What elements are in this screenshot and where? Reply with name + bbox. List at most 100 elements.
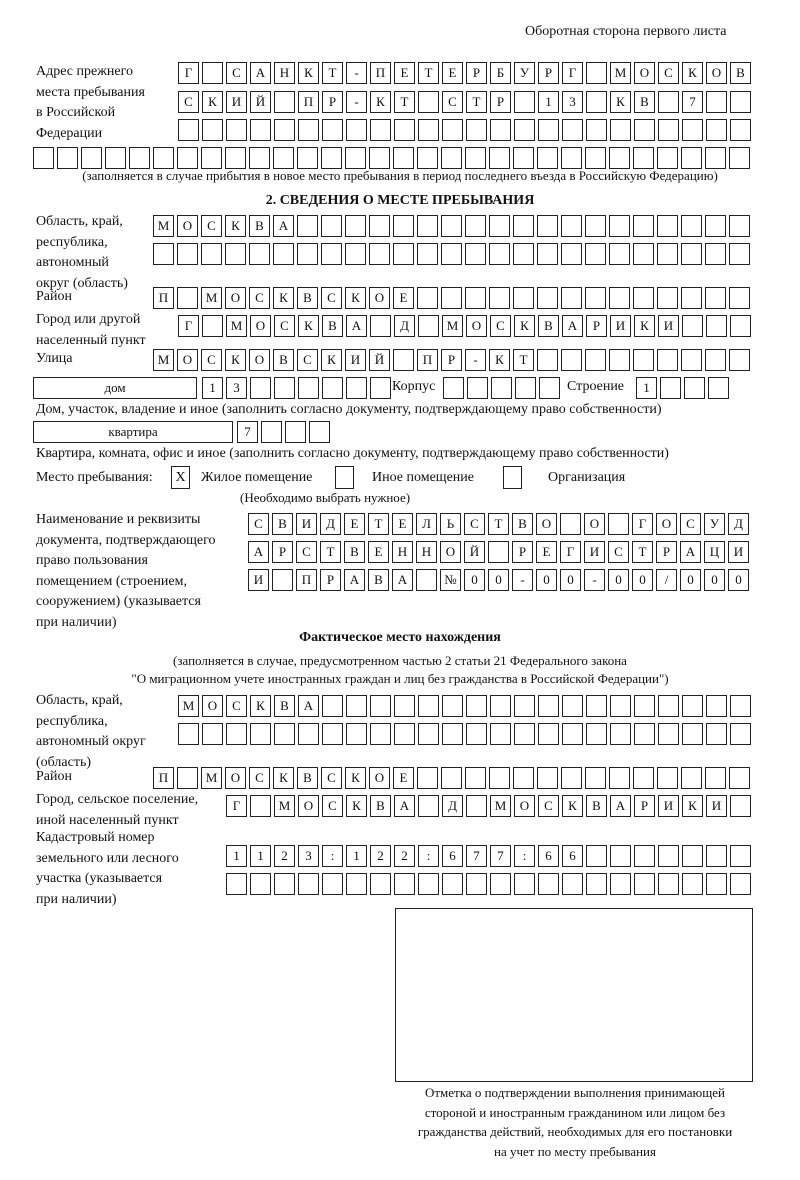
char-cell[interactable]: -: [465, 349, 486, 371]
char-cell[interactable]: А: [250, 62, 271, 84]
char-cell[interactable]: Р: [586, 315, 607, 337]
residential-checkbox[interactable]: X: [171, 466, 190, 489]
char-cell[interactable]: [394, 119, 415, 141]
char-cell[interactable]: [515, 377, 536, 399]
char-cell[interactable]: [537, 243, 558, 265]
char-cell[interactable]: [488, 541, 509, 563]
char-cell[interactable]: И: [728, 541, 749, 563]
char-cell[interactable]: И: [658, 795, 679, 817]
char-cell[interactable]: [465, 215, 486, 237]
char-cell[interactable]: [466, 873, 487, 895]
char-cell[interactable]: К: [682, 62, 703, 84]
char-cell[interactable]: С: [490, 315, 511, 337]
char-cell[interactable]: С: [322, 795, 343, 817]
char-cell[interactable]: [730, 119, 751, 141]
char-cell[interactable]: О: [250, 315, 271, 337]
char-cell[interactable]: [274, 723, 295, 745]
char-cell[interactable]: У: [514, 62, 535, 84]
char-cell[interactable]: [657, 215, 678, 237]
char-cell[interactable]: [442, 723, 463, 745]
char-cell[interactable]: В: [274, 695, 295, 717]
char-cell[interactable]: О: [369, 287, 390, 309]
char-cell[interactable]: С: [538, 795, 559, 817]
char-cell[interactable]: [441, 243, 462, 265]
char-cell[interactable]: Д: [320, 513, 341, 535]
char-cell[interactable]: [321, 215, 342, 237]
char-cell[interactable]: Г: [226, 795, 247, 817]
char-cell[interactable]: 0: [632, 569, 653, 591]
char-cell[interactable]: [369, 147, 390, 169]
char-cell[interactable]: И: [658, 315, 679, 337]
char-cell[interactable]: 3: [298, 845, 319, 867]
char-cell[interactable]: В: [273, 349, 294, 371]
char-cell[interactable]: [370, 695, 391, 717]
char-cell[interactable]: [490, 723, 511, 745]
char-cell[interactable]: [345, 147, 366, 169]
char-cell[interactable]: Д: [442, 795, 463, 817]
char-cell[interactable]: 2: [394, 845, 415, 867]
char-cell[interactable]: [537, 215, 558, 237]
char-cell[interactable]: [537, 349, 558, 371]
char-cell[interactable]: [298, 873, 319, 895]
char-cell[interactable]: [261, 421, 282, 443]
char-cell[interactable]: [586, 873, 607, 895]
char-cell[interactable]: [442, 873, 463, 895]
char-cell[interactable]: К: [202, 91, 223, 113]
char-cell[interactable]: [585, 243, 606, 265]
char-cell[interactable]: [394, 695, 415, 717]
char-cell[interactable]: [562, 873, 583, 895]
char-cell[interactable]: Т: [368, 513, 389, 535]
char-cell[interactable]: 0: [488, 569, 509, 591]
char-cell[interactable]: [297, 243, 318, 265]
char-cell[interactable]: Е: [394, 62, 415, 84]
char-cell[interactable]: [418, 873, 439, 895]
char-cell[interactable]: [633, 767, 654, 789]
char-cell[interactable]: [586, 91, 607, 113]
char-cell[interactable]: А: [562, 315, 583, 337]
char-cell[interactable]: [634, 723, 655, 745]
char-cell[interactable]: [33, 147, 54, 169]
char-cell[interactable]: Р: [634, 795, 655, 817]
char-cell[interactable]: [202, 723, 223, 745]
char-cell[interactable]: [514, 873, 535, 895]
char-cell[interactable]: [585, 147, 606, 169]
char-cell[interactable]: [513, 287, 534, 309]
char-cell[interactable]: А: [344, 569, 365, 591]
char-cell[interactable]: [417, 147, 438, 169]
char-cell[interactable]: С: [296, 541, 317, 563]
char-cell[interactable]: А: [298, 695, 319, 717]
char-cell[interactable]: [706, 315, 727, 337]
char-cell[interactable]: Р: [512, 541, 533, 563]
char-cell[interactable]: [418, 795, 439, 817]
char-cell[interactable]: Д: [728, 513, 749, 535]
char-cell[interactable]: [561, 215, 582, 237]
char-cell[interactable]: [57, 147, 78, 169]
char-cell[interactable]: [514, 91, 535, 113]
char-cell[interactable]: Т: [488, 513, 509, 535]
char-cell[interactable]: [658, 695, 679, 717]
char-cell[interactable]: [729, 215, 750, 237]
char-cell[interactable]: [729, 767, 750, 789]
char-cell[interactable]: О: [514, 795, 535, 817]
char-cell[interactable]: С: [248, 513, 269, 535]
char-cell[interactable]: Р: [656, 541, 677, 563]
char-cell[interactable]: П: [153, 287, 174, 309]
char-cell[interactable]: [297, 215, 318, 237]
char-cell[interactable]: Р: [441, 349, 462, 371]
char-cell[interactable]: №: [440, 569, 461, 591]
char-cell[interactable]: О: [706, 62, 727, 84]
other-premises-checkbox[interactable]: [335, 466, 354, 489]
char-cell[interactable]: О: [634, 62, 655, 84]
char-cell[interactable]: 0: [728, 569, 749, 591]
char-cell[interactable]: [178, 723, 199, 745]
char-cell[interactable]: 2: [274, 845, 295, 867]
char-cell[interactable]: [370, 723, 391, 745]
char-cell[interactable]: [274, 873, 295, 895]
char-cell[interactable]: [273, 243, 294, 265]
char-cell[interactable]: С: [201, 349, 222, 371]
char-cell[interactable]: [393, 147, 414, 169]
char-cell[interactable]: [272, 569, 293, 591]
char-cell[interactable]: [682, 845, 703, 867]
char-cell[interactable]: Т: [632, 541, 653, 563]
char-cell[interactable]: [393, 243, 414, 265]
